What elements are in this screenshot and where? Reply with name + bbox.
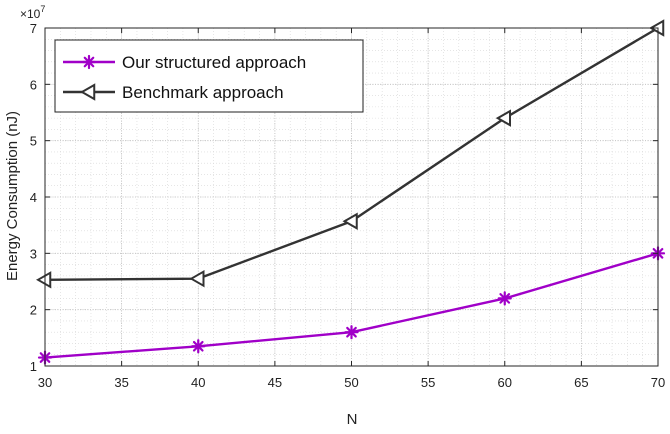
x-tick-label: 35 <box>114 375 128 390</box>
marker-stroke <box>346 326 357 338</box>
x-tick-label: 40 <box>191 375 205 390</box>
y-axis-title: Energy Consumption (nJ) <box>4 111 21 281</box>
marker-stroke <box>499 293 511 304</box>
y-tick-label: 4 <box>30 190 37 205</box>
x-tick-label: 30 <box>38 375 52 390</box>
x-tick-labels: 30 35 40 45 50 55 60 65 70 <box>38 375 665 390</box>
data-point-2-2 <box>189 269 205 288</box>
y-tick-label: 2 <box>30 303 37 318</box>
legend-swatch-marker <box>81 54 97 70</box>
legend: Our structured approach Benchmark approac… <box>54 39 364 113</box>
y-exponent-label: ×107 <box>20 4 45 21</box>
y-tick-label: 7 <box>30 21 37 36</box>
x-tick-label: 70 <box>651 375 665 390</box>
data-point-2-1 <box>35 271 52 289</box>
legend-item-2: Benchmark approach <box>63 83 284 102</box>
x-tick-label: 55 <box>421 375 435 390</box>
y-tick-label: 5 <box>30 134 37 149</box>
x-tick-label: 50 <box>344 375 358 390</box>
data-point-1-4 <box>497 291 512 306</box>
axes-box <box>44 27 659 367</box>
legend-item-1: Our structured approach <box>63 53 306 72</box>
legend-label: Benchmark approach <box>122 83 284 102</box>
y-tick-label: 6 <box>30 77 37 92</box>
series-layer <box>35 19 666 365</box>
marker-stroke <box>83 56 95 68</box>
data-point-1-2 <box>191 339 206 354</box>
x-tick-label: 65 <box>574 375 588 390</box>
data-point-2-3 <box>342 212 358 230</box>
data-point-1-3 <box>344 325 359 340</box>
x-tick-label: 60 <box>498 375 512 390</box>
legend-label: Our structured approach <box>122 53 306 72</box>
data-point-2-4 <box>495 109 511 127</box>
y-tick-label: 3 <box>30 246 37 261</box>
x-tick-label: 45 <box>268 375 282 390</box>
y-tick-labels: 1 2 3 4 5 6 7 <box>30 21 37 374</box>
legend-box <box>54 39 364 113</box>
y-tick-label: 1 <box>30 359 37 374</box>
marker-stroke <box>192 340 204 352</box>
x-axis-title: N <box>347 411 358 428</box>
legend-swatch-marker <box>79 83 96 101</box>
